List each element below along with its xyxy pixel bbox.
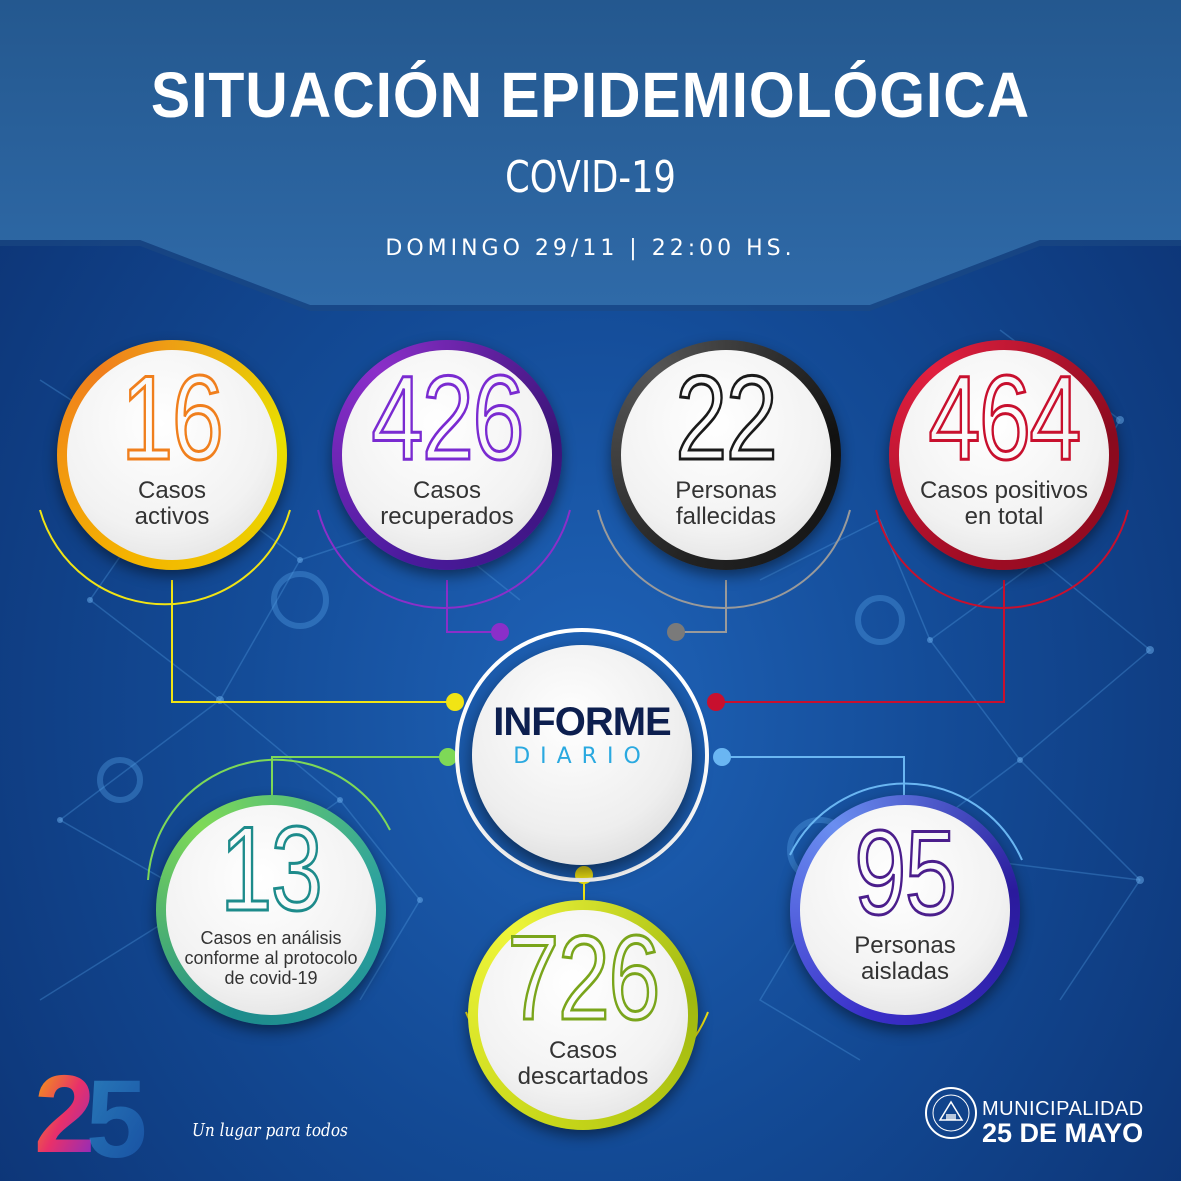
dot-positivos [707, 693, 725, 711]
report-date: DOMINGO 29/11 | 22:00 HS. [385, 236, 796, 261]
stat-label-line2: fallecidas [675, 503, 777, 531]
center-circle [472, 645, 692, 865]
line-aisladas [722, 756, 905, 800]
svg-text:5: 5 [86, 1058, 147, 1162]
stat-label-line2: en total [964, 503, 1044, 531]
dot-aisladas [713, 748, 731, 766]
dot-recuperados [491, 623, 509, 641]
stat-label-line2: descartados [517, 1063, 649, 1091]
stat-label-line1: Personas [854, 932, 956, 959]
stat-label-line1: Casos positivos [919, 477, 1089, 504]
stat-value: 16 [120, 351, 225, 485]
svg-text:2: 2 [34, 1053, 95, 1162]
stat-label-line1: Casos [412, 477, 482, 504]
line-fallecidas [676, 580, 727, 633]
stat-personas-fallecidas: 22 Personas fallecidas [611, 340, 841, 570]
stat-label-line2: aisladas [860, 958, 950, 986]
stat-value: 464 [927, 351, 1082, 485]
stat-personas-aisladas: 95 Personas aisladas [790, 795, 1020, 1025]
line-positivos [716, 580, 1005, 703]
stat-casos-positivos: 464 Casos positivos en total [889, 340, 1119, 570]
stat-casos-analisis: 13 Casos en análisis conforme al protoco… [156, 795, 386, 1025]
arc-analisis [147, 758, 391, 881]
stat-label-line2: activos [134, 503, 210, 531]
arc-fallecidas [597, 509, 851, 609]
municipality-name: MUNICIPALIDAD [982, 1098, 1144, 1120]
stat-casos-recuperados: 426 Casos recuperados [332, 340, 562, 570]
stat-value: 95 [853, 806, 958, 940]
center-ring [455, 628, 709, 882]
header-band [0, 0, 1181, 311]
stat-value: 426 [370, 351, 525, 485]
stat-label-line1: Casos en análisis [200, 928, 342, 948]
arc-positivos [875, 509, 1129, 609]
center-title: INFORME [493, 700, 671, 744]
arc-recuperados [317, 509, 571, 609]
stat-value: 13 [219, 802, 324, 936]
page-subtitle: COVID-19 [505, 152, 676, 203]
stat-casos-activos: 16 Casos activos [57, 340, 287, 570]
stat-casos-descartados: 726 Casos descartados [468, 900, 698, 1130]
municipality-city: 25 DE MAYO [982, 1118, 1144, 1148]
slogan: Un lugar para todos [192, 1120, 348, 1141]
center-subtitle: DIARIO [513, 744, 651, 769]
stat-label-line3: de covid-19 [224, 967, 318, 988]
stat-value: 726 [506, 911, 661, 1045]
stat-label-line1: Personas [675, 477, 777, 504]
stat-label-line2: conforme al protocolo [184, 947, 358, 968]
page-title: SITUACIÓN EPIDEMIOLÓGICA [150, 59, 1031, 131]
line-analisis [271, 756, 447, 800]
dot-fallecidas [667, 623, 685, 641]
stat-label-line1: Casos [137, 477, 207, 504]
stat-label-line1: Casos [548, 1037, 618, 1064]
stat-value: 22 [674, 351, 779, 485]
municipality-seal-icon [925, 1087, 977, 1139]
arc-aisladas [789, 782, 1023, 861]
line-activos [171, 580, 455, 703]
dot-analisis [439, 748, 457, 766]
line-recuperados [446, 580, 500, 633]
logo-25: 2 5 [34, 1053, 147, 1162]
dot-activos [446, 693, 464, 711]
arc-activos [39, 509, 291, 606]
stat-label-line2: recuperados [380, 503, 514, 531]
